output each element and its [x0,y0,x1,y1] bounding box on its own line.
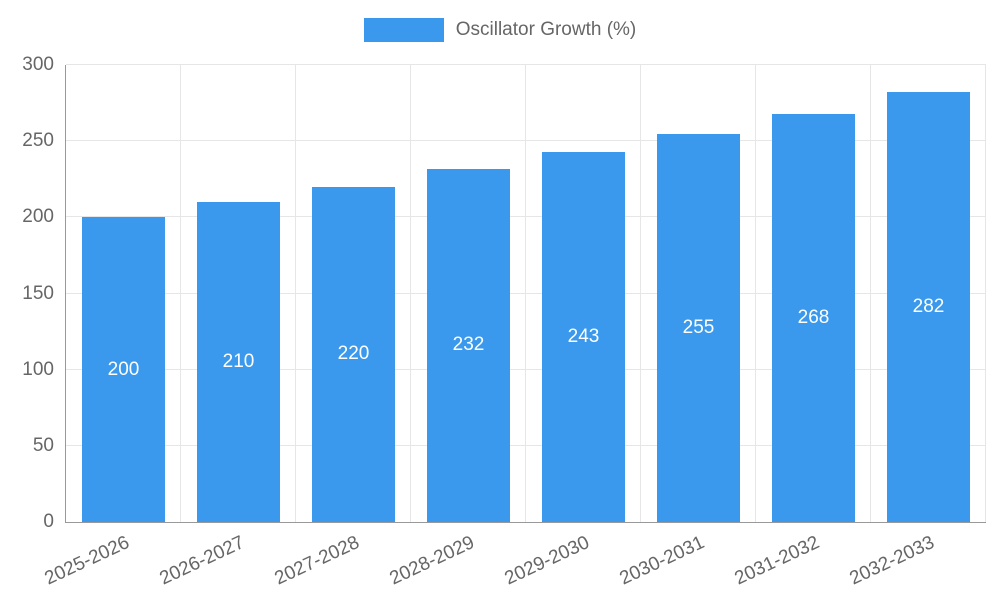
plot-area: 0 50 100 150 200 250 300 200 210 220 232 243 255 268 2… [22,54,986,589]
bar-value-label: 243 [567,325,600,347]
gridline-vertical [410,65,411,522]
gridline-vertical [870,65,871,522]
legend-label: Oscillator Growth (%) [455,19,637,40]
y-axis-tick-label: 100 [22,358,54,380]
bar-2025-2026[interactable]: 200 [82,217,165,522]
y-axis-tick-label: 300 [22,54,54,75]
y-axis-tick-label: 150 [22,282,54,304]
x-axis-tick-label: 2029-2030 [501,532,593,590]
x-axis-tick-label: 2031-2032 [731,532,823,590]
x-axis-tick-label: 2032-2033 [846,532,938,590]
x-axis-tick-label: 2027-2028 [271,532,363,590]
gridline-horizontal [66,292,986,294]
gridline-horizontal [66,368,986,370]
bar-value-label: 232 [452,334,485,356]
gridline-horizontal [66,64,986,65]
gridline-horizontal [66,444,986,446]
bar-value-label: 220 [337,343,370,365]
bar-2029-2030[interactable]: 243 [542,151,625,522]
x-axis-tick-label: 2025-2026 [41,532,133,590]
legend-swatch [363,18,444,42]
bar-2032-2033[interactable]: 282 [887,92,970,522]
gridline-horizontal [66,140,986,142]
gridline-vertical [295,65,296,522]
x-axis-tick-label: 2028-2029 [386,532,478,590]
bar-2030-2031[interactable]: 255 [657,133,740,522]
bar-2028-2029[interactable]: 232 [427,168,510,522]
x-axis-tick-label: 2030-2031 [616,532,708,590]
bar-value-label: 200 [107,358,140,380]
bar-value-label: 210 [222,351,255,373]
bar-2027-2028[interactable]: 220 [312,186,395,522]
bar-2026-2027[interactable]: 210 [197,202,280,522]
gridline-vertical [985,65,986,522]
bar-2031-2032[interactable]: 268 [772,113,855,522]
gridline-horizontal [66,216,986,218]
gridline-vertical [525,65,526,522]
y-axis-tick-label: 0 [43,511,54,532]
y-axis-tick-label: 50 [32,434,54,456]
bar-value-label: 268 [797,306,830,328]
gridline-vertical [180,65,181,522]
gridline-vertical [755,65,756,522]
chart-legend[interactable]: Oscillator Growth (%) [0,18,1000,42]
x-axis-tick-label: 2026-2027 [156,532,248,590]
y-axis-tick-label: 200 [22,206,54,228]
bar-value-label: 255 [682,316,715,338]
bar-value-label: 282 [912,296,945,318]
y-axis-tick-label: 250 [22,130,54,152]
gridline-vertical [640,65,641,522]
